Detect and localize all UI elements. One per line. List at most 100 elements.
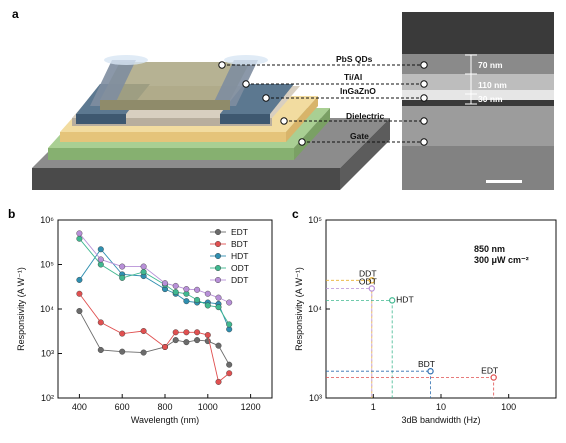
responsivity-vs-wavelength-chart: 400 600 800 1000 1200 10² 10³ 10⁴ 10⁵ 10⁶ Waveleng… xyxy=(16,215,273,425)
data-point-edt xyxy=(183,339,190,346)
data-point-odt xyxy=(368,285,376,292)
condition-annotation: 850 nm xyxy=(474,244,505,254)
data-point-odt xyxy=(119,274,126,281)
x-tick-label: 600 xyxy=(115,402,130,412)
data-point-edt xyxy=(76,308,83,315)
data-point-ddt xyxy=(161,280,168,287)
data-point-bdt xyxy=(194,329,201,336)
layer-label-gate: Gate xyxy=(350,131,369,141)
y-tick-label: 10³ xyxy=(309,393,322,403)
data-point-ddt xyxy=(119,263,126,270)
x-tick-label: 800 xyxy=(157,402,172,412)
data-point-bdt xyxy=(172,329,179,336)
data-point-odt xyxy=(172,289,179,296)
responsivity-vs-bandwidth-chart: 1 10 100 10³ 10⁴ 10⁵ 3dB bandwidth (Hz) Respons… xyxy=(294,215,557,425)
x-axis-title: Wavelength (nm) xyxy=(131,415,199,425)
x-axis-title: 3dB bandwidth (Hz) xyxy=(401,415,480,425)
point-label-bdt: BDT xyxy=(418,359,435,369)
sem-thickness-pbs: 70 nm xyxy=(478,60,503,70)
y-axis-title: Responsivity (A W⁻¹) xyxy=(294,267,304,351)
data-point-odt xyxy=(76,235,83,242)
y-axis-title: Responsivity (A W⁻¹) xyxy=(16,267,26,351)
data-point-odt xyxy=(226,321,233,328)
point-label-hdt: HDT xyxy=(396,294,413,304)
point-label-odt: ODT xyxy=(359,276,377,286)
data-point-bdt xyxy=(119,330,126,337)
x-tick-label: 400 xyxy=(72,402,87,412)
data-point-bdt xyxy=(427,368,434,375)
legend-marker xyxy=(214,228,221,235)
data-point-ddt xyxy=(194,286,201,293)
layer-label-tial: Ti/Al xyxy=(344,72,362,82)
y-tick-label: 10⁴ xyxy=(308,304,322,314)
data-point-edt xyxy=(490,374,497,381)
condition-annotation: 300 μW cm⁻² xyxy=(474,255,529,265)
data-point-ddt xyxy=(215,294,222,301)
legend-marker xyxy=(214,265,221,272)
data-point-ddt xyxy=(226,299,233,306)
legend-label-hdt: HDT xyxy=(231,251,248,261)
data-point-edt xyxy=(119,348,126,355)
data-point-ddt xyxy=(140,263,147,270)
legend-marker xyxy=(214,240,221,247)
legend-label-odt: ODT xyxy=(231,263,249,273)
data-point-edt xyxy=(172,337,179,344)
data-point-bdt xyxy=(161,343,168,350)
x-tick-label: 100 xyxy=(501,402,516,412)
series-line-edt xyxy=(79,310,230,365)
layer-callouts: PbS QDs Ti/Al InGaZnO Dielectric Gate xyxy=(218,54,428,146)
y-tick-label: 10⁵ xyxy=(308,215,322,225)
data-point-bdt xyxy=(215,378,222,385)
data-point-ddt xyxy=(204,290,211,297)
panel-c-label: c xyxy=(292,207,299,221)
scale-bar xyxy=(486,180,522,183)
legend-marker xyxy=(214,277,221,284)
data-point-ddt xyxy=(97,256,104,263)
data-point-hdt xyxy=(97,246,104,253)
layer-label-igzo: InGaZnO xyxy=(340,86,376,96)
x-tick-label: 1000 xyxy=(198,402,218,412)
sem-thickness-igzo: 30 nm xyxy=(478,94,503,104)
data-point-hdt xyxy=(76,276,83,283)
data-point-odt xyxy=(204,302,211,309)
data-point-bdt xyxy=(97,319,104,326)
y-tick-label: 10³ xyxy=(41,349,54,359)
data-point-bdt xyxy=(76,290,83,297)
data-point-bdt xyxy=(183,329,190,336)
legend-label-ddt: DDT xyxy=(231,275,248,285)
panel-b-label: b xyxy=(8,207,15,221)
x-tick-label: 10 xyxy=(436,402,446,412)
y-tick-label: 10⁵ xyxy=(40,260,54,270)
layer-label-dielectric: Dielectric xyxy=(346,111,385,121)
point-label-ddt: DDT xyxy=(359,268,376,278)
data-point-odt xyxy=(194,296,201,303)
y-tick-label: 10⁴ xyxy=(40,304,54,314)
data-point-ddt xyxy=(172,282,179,289)
data-point-bdt xyxy=(204,332,211,339)
data-point-odt xyxy=(140,268,147,275)
x-tick-label: 1 xyxy=(371,402,376,412)
data-point-odt xyxy=(215,304,222,311)
data-point-hdt xyxy=(183,298,190,305)
legend-label-bdt: BDT xyxy=(231,239,248,249)
data-point-ddt xyxy=(76,230,83,237)
legend-marker xyxy=(214,252,221,259)
panel-a-label: a xyxy=(12,7,19,21)
data-point-edt xyxy=(140,349,147,356)
data-point-ddt xyxy=(183,286,190,293)
data-point-hdt xyxy=(388,297,396,304)
layer-label-pbs: PbS QDs xyxy=(336,54,373,64)
data-point-edt xyxy=(97,346,104,353)
plot-frame xyxy=(325,219,557,399)
y-tick-label: 10⁶ xyxy=(40,215,54,225)
data-point-bdt xyxy=(140,328,147,335)
legend-label-edt: EDT xyxy=(231,227,248,237)
sem-thickness-tial: 110 nm xyxy=(478,80,507,90)
data-point-ddt xyxy=(368,277,376,284)
point-label-edt: EDT xyxy=(481,365,498,375)
data-point-edt xyxy=(226,361,233,368)
sem-image: 70 nm 110 nm 30 nm xyxy=(402,12,554,190)
data-point-edt xyxy=(194,337,201,344)
x-tick-label: 1200 xyxy=(241,402,261,412)
